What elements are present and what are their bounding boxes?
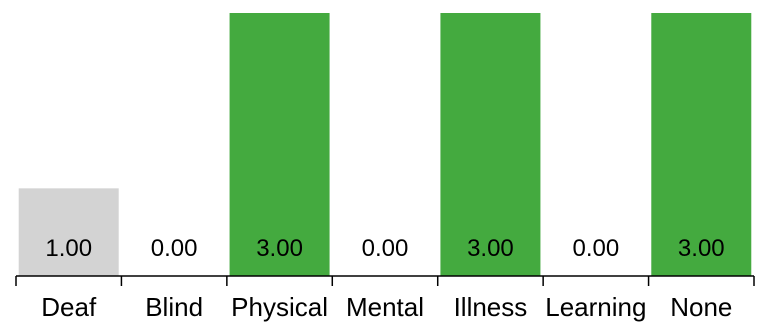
bar-value-label: 0.00 xyxy=(151,235,198,262)
bar-none xyxy=(651,13,752,276)
bar-labels-group: 1.00 0.00 3.00 0.00 3.00 0.00 3.00 xyxy=(45,235,724,262)
x-tick-label-physical: Physical xyxy=(231,292,328,322)
x-axis-ticks-group xyxy=(15,276,755,286)
bar-value-label: 1.00 xyxy=(45,235,92,262)
bar-value-label: 3.00 xyxy=(256,235,303,262)
bar-value-label: 3.00 xyxy=(467,235,514,262)
bar-value-label: 0.00 xyxy=(362,235,409,262)
x-tick-label-learning: Learning xyxy=(545,292,646,322)
bar-value-label: 0.00 xyxy=(572,235,619,262)
bar-deaf xyxy=(18,188,119,276)
x-tick-label-illness: Illness xyxy=(454,292,528,322)
x-tick-label-blind: Blind xyxy=(145,292,203,322)
x-tick-label-deaf: Deaf xyxy=(41,292,97,322)
bar-illness xyxy=(440,13,541,276)
bar-value-label: 3.00 xyxy=(678,235,725,262)
bars-group xyxy=(18,13,752,276)
x-tick-label-none: None xyxy=(670,292,732,322)
bar-physical xyxy=(229,13,330,276)
x-tick-label-mental: Mental xyxy=(346,292,424,322)
x-axis-tick-labels-group: Deaf Blind Physical Mental Illness Learning No… xyxy=(41,292,732,322)
